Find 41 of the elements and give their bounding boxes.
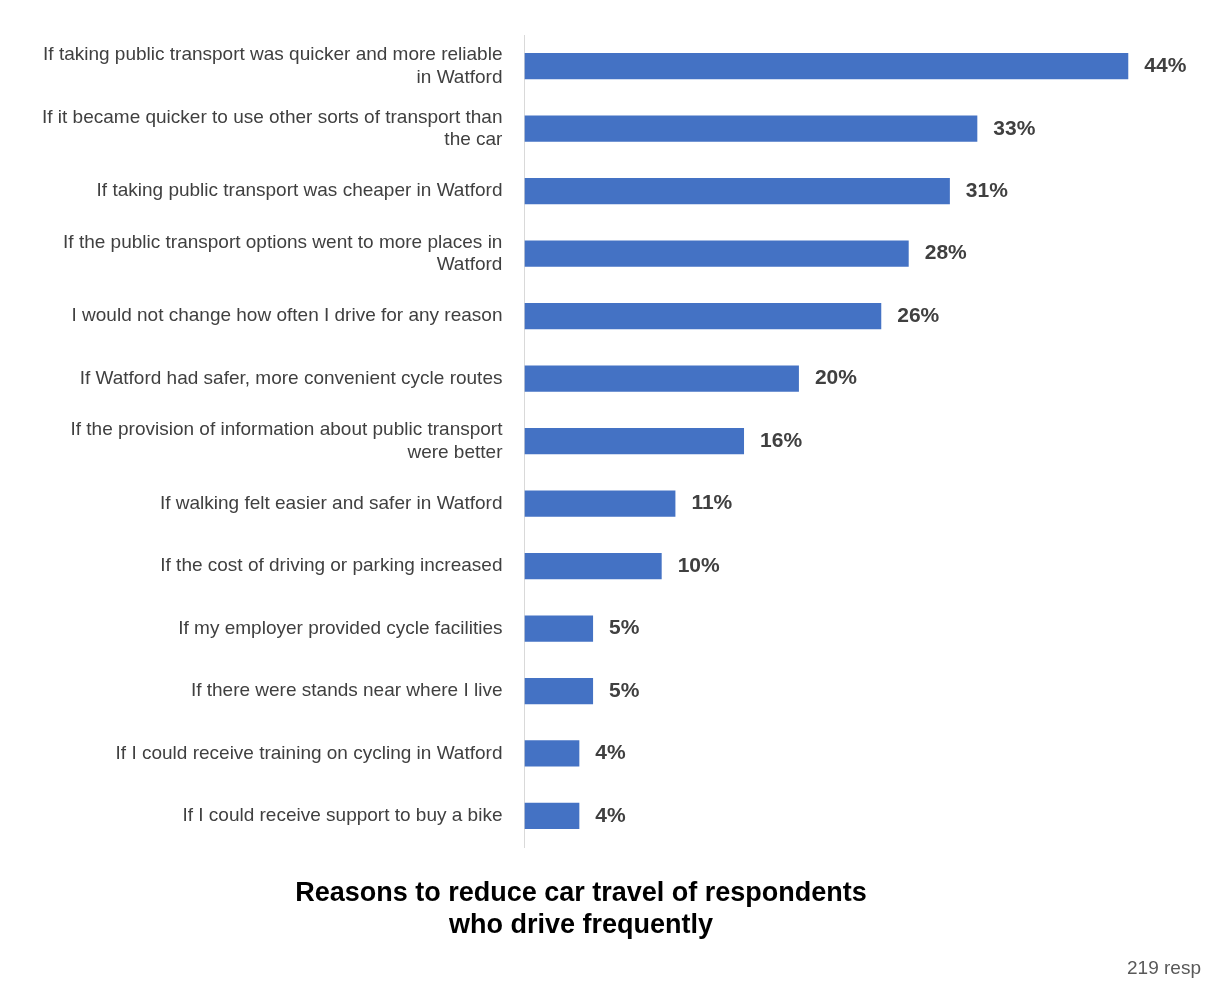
data-label: 4% <box>595 740 627 764</box>
bar <box>524 115 978 142</box>
y-tick-label: If taking public transport was cheaper in Watford <box>96 179 503 201</box>
data-label: 4% <box>595 802 627 826</box>
data-label: 11% <box>691 490 733 514</box>
data-label: 28% <box>924 240 968 264</box>
data-label: 10% <box>677 552 721 576</box>
bar <box>524 677 594 705</box>
data-label: 26% <box>897 302 940 326</box>
bar <box>524 53 1129 80</box>
y-tick-label: I would not change how often I drive for any reason <box>71 304 503 326</box>
data-label: 33% <box>993 115 1036 139</box>
y-tick-label: If I could receive training on cycling in Watford <box>115 741 503 763</box>
y-tick-label: If I could receive support to buy a bike <box>182 804 503 826</box>
y-tick-label: If the public transport options went to more places in Watford <box>63 230 503 275</box>
bar <box>524 240 909 267</box>
y-tick-label: If the cost of driving or parking increased <box>160 554 503 576</box>
y-tick-label: If walking felt easier and safer in Watford <box>159 491 503 513</box>
bar <box>524 552 662 580</box>
y-tick-label: If my employer provided cycle facilities <box>178 616 503 638</box>
data-label: 31% <box>965 177 1009 201</box>
y-tick-label: If it became quicker to use other sorts of transport than the car <box>42 105 504 150</box>
y-tick-label: If taking public transport was quicker and more reliable in Watford <box>43 43 503 87</box>
data-label: 5% <box>609 615 640 639</box>
y-tick-label: If Watford had safer, more convenient cycle routes <box>79 366 503 388</box>
y-tick-label: If there were stands near where I live <box>190 679 503 701</box>
data-label: 16% <box>760 427 803 451</box>
data-label: 5% <box>609 677 640 701</box>
bar <box>524 178 950 205</box>
text: Reasons to reduce car travel of respondents who drive frequently <box>295 876 867 940</box>
bar <box>524 802 580 830</box>
bar <box>524 365 799 392</box>
data-label: 44% <box>1144 53 1187 77</box>
bar <box>524 490 676 517</box>
bar <box>524 615 594 642</box>
bar <box>524 740 580 767</box>
bar <box>524 303 882 330</box>
text: 219 resp <box>1127 956 1201 978</box>
y-tick-label: If the provision of information about public transport were better <box>70 417 504 462</box>
bar <box>524 427 745 455</box>
data-label: 20% <box>814 365 858 389</box>
